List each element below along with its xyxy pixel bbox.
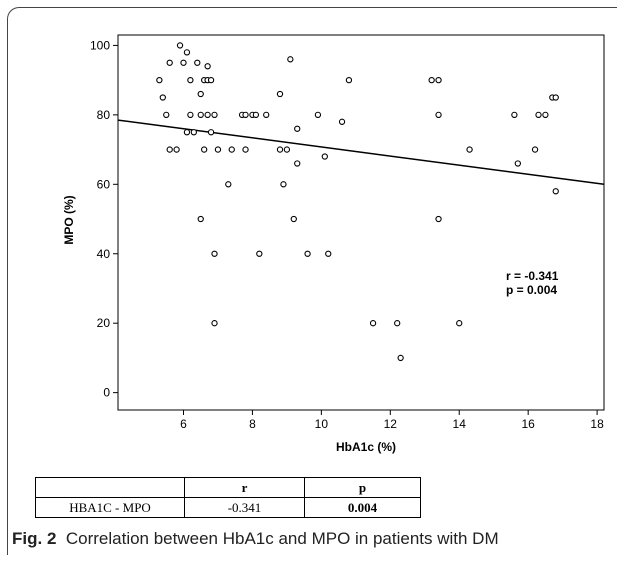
data-point — [211, 111, 218, 119]
data-point — [397, 354, 404, 362]
correlation-r-annotation: r = -0.341 — [506, 269, 559, 283]
data-point — [242, 146, 249, 153]
data-point — [276, 146, 284, 153]
data-point — [345, 76, 353, 84]
table-row: HBA1C - MPO -0.341 0.004 — [35, 497, 421, 518]
data-point — [183, 129, 191, 136]
data-point — [263, 111, 270, 119]
data-point — [535, 111, 542, 119]
data-point — [287, 56, 294, 63]
table-cell-r: -0.341 — [184, 497, 305, 518]
table-header-p: p — [304, 477, 421, 498]
data-point — [166, 59, 173, 66]
data-point — [159, 94, 166, 101]
data-point — [542, 111, 549, 119]
fit-line-group — [117, 119, 605, 186]
data-point — [283, 146, 291, 153]
data-point — [228, 146, 235, 153]
caption-label: Fig. 2 — [12, 529, 57, 548]
data-point — [552, 94, 559, 101]
y-axis-title: MPO (%) — [62, 195, 76, 244]
scatter-chart: 6 8 10 12 14 16 18 0 20 40 60 80 100 r = -0.341 p = … — [62, 34, 605, 454]
data-point — [466, 146, 473, 153]
data-point — [456, 320, 463, 327]
x-tick-label: 10 — [315, 417, 329, 431]
x-tick-label: 8 — [249, 417, 256, 431]
y-tick-label: 40 — [97, 247, 111, 261]
data-point — [176, 42, 184, 49]
data-point — [304, 250, 311, 257]
chart-axes: 6 8 10 12 14 16 18 0 20 40 60 80 100 — [90, 34, 605, 431]
y-tick-label: 80 — [97, 108, 111, 122]
data-point — [394, 320, 401, 327]
data-points — [156, 42, 559, 362]
data-point — [207, 76, 215, 84]
data-point — [325, 250, 332, 257]
data-point — [280, 181, 287, 188]
y-tick-label: 20 — [97, 316, 111, 330]
data-point — [173, 146, 180, 153]
data-point — [314, 111, 322, 119]
data-point — [276, 90, 284, 98]
data-point — [197, 90, 204, 98]
caption-text: Correlation between HbA1c and MPO in pat… — [65, 529, 499, 548]
x-tick-label: 12 — [384, 417, 398, 431]
figure-caption: Fig. 2 Correlation between HbA1c and MPO… — [12, 529, 499, 549]
data-point — [204, 63, 211, 70]
data-point — [197, 111, 204, 119]
table-header-row: r p — [35, 477, 421, 498]
data-point — [435, 111, 442, 119]
table-header-empty — [35, 477, 185, 498]
data-point — [190, 129, 197, 136]
y-tick-label: 100 — [90, 38, 110, 52]
data-point — [256, 250, 263, 257]
data-point — [552, 188, 559, 195]
data-point — [242, 111, 249, 119]
x-tick-label: 16 — [521, 417, 535, 431]
data-point — [511, 111, 518, 119]
data-point — [187, 111, 194, 119]
fit-line — [117, 119, 605, 186]
data-point — [290, 215, 297, 223]
x-tick-label: 6 — [180, 417, 187, 431]
table-cell-p: 0.004 — [304, 497, 421, 518]
data-point — [428, 76, 435, 84]
data-point — [294, 125, 301, 132]
data-point — [180, 59, 187, 66]
data-point — [321, 153, 328, 160]
data-point — [194, 59, 201, 66]
data-point — [163, 111, 170, 119]
table-row-label: HBA1C - MPO — [35, 497, 185, 518]
data-point — [201, 146, 208, 153]
plot-area-border — [117, 34, 605, 411]
x-tick-label: 18 — [590, 417, 604, 431]
data-point — [369, 320, 377, 327]
y-tick-label: 60 — [97, 177, 111, 191]
x-axis-title: HbA1c (%) — [336, 440, 396, 454]
x-tick-label: 14 — [453, 417, 467, 431]
figure-frame — [7, 7, 617, 555]
data-point — [214, 146, 222, 153]
data-point — [531, 146, 539, 153]
data-point — [514, 160, 521, 167]
data-point — [183, 49, 191, 56]
table-header-r: r — [184, 477, 305, 498]
data-point — [435, 215, 442, 223]
data-point — [338, 118, 346, 125]
data-point — [204, 111, 211, 119]
data-point — [211, 320, 218, 327]
data-point — [187, 76, 194, 84]
data-point — [156, 76, 163, 84]
y-tick-label: 0 — [103, 386, 110, 400]
data-point — [252, 111, 260, 119]
data-point — [225, 181, 232, 188]
data-point — [435, 76, 442, 84]
data-point — [211, 250, 218, 257]
correlation-table: r p HBA1C - MPO -0.341 0.004 — [35, 477, 421, 518]
data-point — [166, 146, 173, 153]
correlation-p-annotation: p = 0.004 — [506, 283, 557, 297]
data-point — [207, 129, 215, 136]
data-point — [294, 160, 301, 167]
data-point — [197, 215, 204, 223]
